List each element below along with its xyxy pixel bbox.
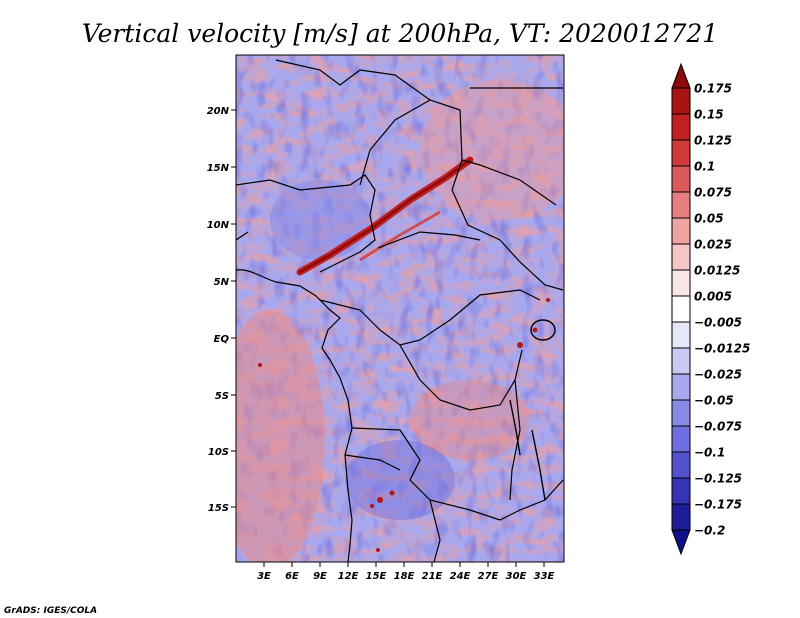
colorbar-bin [671, 165, 691, 193]
x-tick-label-15e: 15E [366, 571, 387, 582]
positive-area-northeast [420, 80, 564, 220]
country-borders [236, 59, 564, 562]
colorbar: 0.175 0.15 0.125 0.1 0.075 0.05 0.025 0.0125 0.0… [671, 62, 750, 556]
x-tick-label-18e: 18E [394, 571, 415, 582]
x-tick-label-27e: 27E [478, 571, 499, 582]
colorbar-bin [671, 373, 691, 401]
chart-title: Vertical velocity [m/s] at 200hPa, VT: 2… [82, 19, 718, 48]
colorbar-level-label: −0.075 [694, 420, 742, 434]
y-tick-label-20n: 20N [207, 106, 230, 117]
x-tick-label-24e: 24E [450, 571, 471, 582]
negative-area-west [270, 180, 370, 260]
x-axis: 3E 6E 9E 12E 15E 18E 21E 24E 27E 30E 33E [257, 562, 555, 582]
y-tick-label-15s: 15S [208, 503, 229, 514]
y-tick-label-10n: 10N [207, 220, 230, 231]
x-tick-label-30e: 30E [506, 571, 527, 582]
colorbar-bin [671, 191, 691, 219]
y-tick-label-eq: EQ [214, 334, 230, 345]
colorbar-level-label: −0.025 [694, 368, 742, 382]
x-tick-label-3e: 3E [257, 571, 271, 582]
y-tick-label-10s: 10S [208, 447, 229, 458]
y-tick-label-15n: 15N [207, 163, 230, 174]
colorbar-bin [671, 347, 691, 375]
colorbar-level-label: 0.1 [694, 160, 715, 174]
colorbar-bin [671, 477, 691, 505]
colorbar-level-label: −0.175 [694, 498, 742, 512]
colorbar-level-label: 0.175 [694, 82, 732, 96]
x-tick-label-21e: 21E [422, 571, 443, 582]
credit-label: GrADS: IGES/COLA [4, 606, 97, 616]
colorbar-level-label: 0.125 [694, 134, 732, 148]
colorbar-bin [671, 243, 691, 271]
x-tick-label-6e: 6E [285, 571, 299, 582]
colorbar-level-label: −0.1 [694, 446, 725, 460]
colorbar-bin [671, 425, 691, 453]
colorbar-level-label: −0.005 [694, 316, 742, 330]
colorbar-bin [671, 269, 691, 297]
colorbar-level-label: 0.15 [694, 108, 724, 122]
colorbar-level-label: 0.05 [694, 212, 724, 226]
colorbar-level-label: 0.0125 [694, 264, 740, 278]
y-tick-label-5n: 5N [214, 277, 230, 288]
x-tick-label-12e: 12E [338, 571, 359, 582]
colorbar-bin [671, 321, 691, 349]
strong-cells [258, 298, 550, 552]
y-tick-label-5s: 5S [215, 391, 229, 402]
colorbar-extend-top [671, 62, 691, 89]
ascent-band-secondary [359, 210, 441, 262]
colorbar-bin [671, 399, 691, 427]
colorbar-level-label: 0.075 [694, 186, 732, 200]
colorbar-level-label: 0.025 [694, 238, 732, 252]
ascent-band-core [298, 158, 472, 274]
colorbar-level-label: 0.005 [694, 290, 732, 304]
colorbar-bin [671, 87, 691, 115]
map-field [236, 55, 564, 562]
colorbar-bin [671, 113, 691, 141]
colorbar-bin [671, 139, 691, 167]
colorbar-level-label: −0.05 [694, 394, 734, 408]
colorbar-bin [671, 217, 691, 245]
colorbar-bin [671, 451, 691, 479]
map-frame [235, 54, 565, 563]
colorbar-bin [671, 295, 691, 323]
x-tick-label-9e: 9E [313, 571, 327, 582]
x-tick-label-33e: 33E [534, 571, 555, 582]
colorbar-extend-bottom [671, 529, 691, 556]
colorbar-level-label: −0.2 [694, 524, 725, 538]
y-axis: 20N 15N 10N 5N EQ 5S 10S 15S [207, 106, 236, 514]
colorbar-level-label: −0.0125 [694, 342, 750, 356]
colorbar-bin [671, 503, 691, 531]
lakes [509, 319, 556, 501]
positive-area-southwest [236, 310, 325, 562]
negative-area-south [345, 440, 455, 520]
colorbar-level-label: −0.125 [694, 472, 742, 486]
